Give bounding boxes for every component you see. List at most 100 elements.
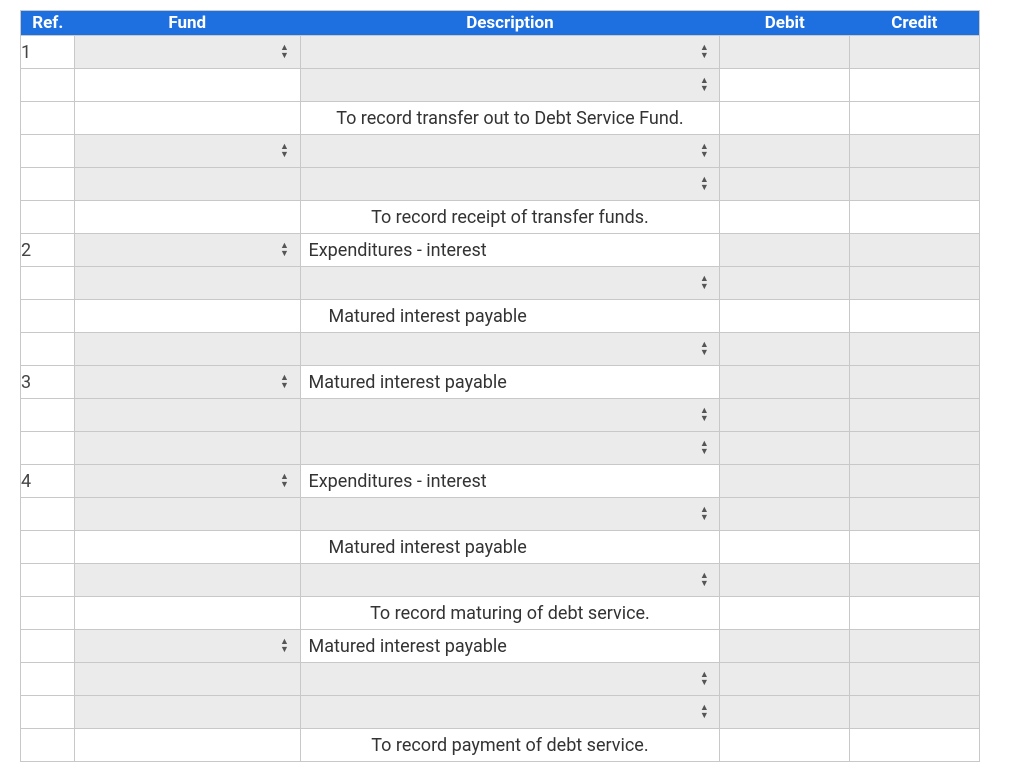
fund-cell[interactable] <box>74 630 300 663</box>
debit-cell[interactable] <box>720 366 850 399</box>
dropdown-sort-icon[interactable] <box>278 374 292 390</box>
credit-cell[interactable] <box>850 663 980 696</box>
dropdown-sort-icon[interactable] <box>278 143 292 159</box>
fund-cell <box>74 696 300 729</box>
fund-cell[interactable] <box>74 234 300 267</box>
dropdown-sort-icon[interactable] <box>697 77 711 93</box>
description-cell[interactable] <box>300 69 720 102</box>
description-cell[interactable] <box>300 135 720 168</box>
credit-cell[interactable] <box>850 630 980 663</box>
description-cell[interactable] <box>300 564 720 597</box>
description-cell[interactable] <box>300 696 720 729</box>
debit-cell[interactable] <box>720 498 850 531</box>
dropdown-sort-icon[interactable] <box>697 704 711 720</box>
debit-cell[interactable] <box>720 432 850 465</box>
debit-cell[interactable] <box>720 597 850 630</box>
credit-cell[interactable] <box>850 729 980 762</box>
dropdown-sort-icon[interactable] <box>278 638 292 654</box>
debit-cell[interactable] <box>720 267 850 300</box>
credit-cell[interactable] <box>850 135 980 168</box>
credit-cell[interactable] <box>850 267 980 300</box>
description-cell[interactable] <box>300 399 720 432</box>
credit-cell[interactable] <box>850 300 980 333</box>
fund-cell <box>74 168 300 201</box>
credit-cell[interactable] <box>850 696 980 729</box>
fund-cell[interactable] <box>74 36 300 69</box>
table-row <box>21 696 980 729</box>
debit-cell[interactable] <box>720 201 850 234</box>
credit-cell[interactable] <box>850 168 980 201</box>
fund-cell[interactable] <box>74 366 300 399</box>
table-body: 1To record transfer out to Debt Service … <box>21 36 980 762</box>
credit-cell[interactable] <box>850 366 980 399</box>
description-text: Matured interest payable <box>301 633 720 660</box>
credit-cell[interactable] <box>850 498 980 531</box>
debit-cell[interactable] <box>720 465 850 498</box>
description-text: Expenditures - interest <box>301 468 720 495</box>
ref-cell <box>21 135 75 168</box>
credit-cell[interactable] <box>850 36 980 69</box>
description-cell[interactable] <box>300 432 720 465</box>
table-row: To record transfer out to Debt Service F… <box>21 102 980 135</box>
table-row: Matured interest payable <box>21 531 980 564</box>
debit-cell[interactable] <box>720 36 850 69</box>
credit-cell[interactable] <box>850 201 980 234</box>
debit-cell[interactable] <box>720 729 850 762</box>
dropdown-sort-icon[interactable] <box>697 176 711 192</box>
description-text: To record payment of debt service. <box>301 732 720 759</box>
credit-cell[interactable] <box>850 102 980 135</box>
dropdown-sort-icon[interactable] <box>278 473 292 489</box>
dropdown-sort-icon[interactable] <box>697 341 711 357</box>
fund-cell[interactable] <box>74 465 300 498</box>
ref-cell <box>21 399 75 432</box>
debit-cell[interactable] <box>720 234 850 267</box>
debit-cell[interactable] <box>720 696 850 729</box>
description-cell[interactable] <box>300 36 720 69</box>
credit-cell[interactable] <box>850 564 980 597</box>
dropdown-sort-icon[interactable] <box>697 407 711 423</box>
table-row: To record payment of debt service. <box>21 729 980 762</box>
debit-cell[interactable] <box>720 663 850 696</box>
dropdown-sort-icon[interactable] <box>278 242 292 258</box>
fund-cell <box>74 531 300 564</box>
description-cell[interactable] <box>300 267 720 300</box>
credit-cell[interactable] <box>850 333 980 366</box>
dropdown-sort-icon[interactable] <box>278 44 292 60</box>
fund-cell[interactable] <box>74 135 300 168</box>
credit-cell[interactable] <box>850 531 980 564</box>
description-text: To record transfer out to Debt Service F… <box>301 105 720 132</box>
debit-cell[interactable] <box>720 102 850 135</box>
debit-cell[interactable] <box>720 135 850 168</box>
dropdown-sort-icon[interactable] <box>697 572 711 588</box>
description-cell[interactable] <box>300 168 720 201</box>
dropdown-sort-icon[interactable] <box>697 143 711 159</box>
credit-cell[interactable] <box>850 597 980 630</box>
dropdown-sort-icon[interactable] <box>697 506 711 522</box>
debit-cell[interactable] <box>720 630 850 663</box>
debit-cell[interactable] <box>720 300 850 333</box>
description-cell[interactable] <box>300 663 720 696</box>
credit-cell[interactable] <box>850 432 980 465</box>
description-cell[interactable] <box>300 333 720 366</box>
table-row: Matured interest payable <box>21 300 980 333</box>
debit-cell[interactable] <box>720 168 850 201</box>
dropdown-sort-icon[interactable] <box>697 440 711 456</box>
table-row <box>21 168 980 201</box>
debit-cell[interactable] <box>720 399 850 432</box>
table-row: 3Matured interest payable <box>21 366 980 399</box>
debit-cell[interactable] <box>720 333 850 366</box>
dropdown-sort-icon[interactable] <box>697 671 711 687</box>
dropdown-sort-icon[interactable] <box>697 275 711 291</box>
description-text: Matured interest payable <box>301 369 720 396</box>
credit-cell[interactable] <box>850 234 980 267</box>
credit-cell[interactable] <box>850 399 980 432</box>
description-cell[interactable] <box>300 498 720 531</box>
header-description: Description <box>300 11 720 36</box>
debit-cell[interactable] <box>720 564 850 597</box>
fund-cell <box>74 102 300 135</box>
debit-cell[interactable] <box>720 531 850 564</box>
debit-cell[interactable] <box>720 69 850 102</box>
credit-cell[interactable] <box>850 465 980 498</box>
credit-cell[interactable] <box>850 69 980 102</box>
dropdown-sort-icon[interactable] <box>697 44 711 60</box>
